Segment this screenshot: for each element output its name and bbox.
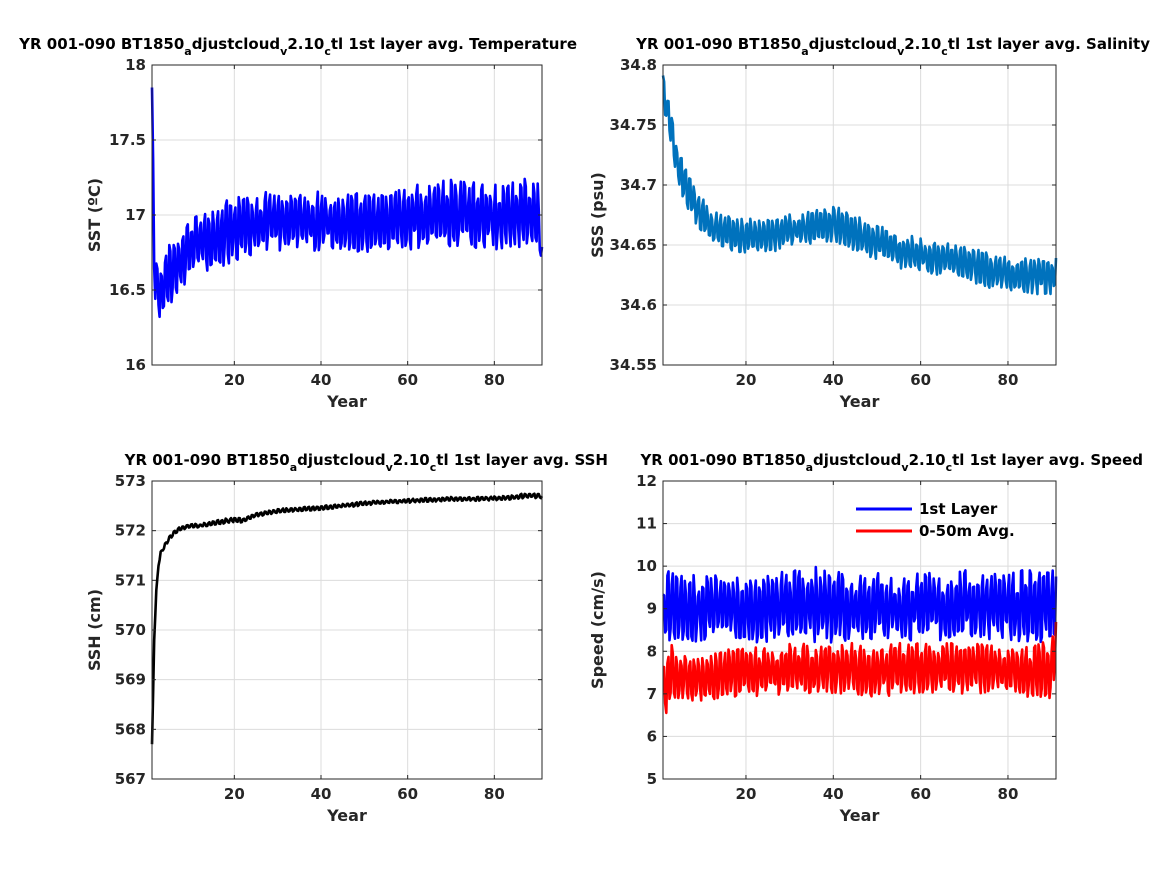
x-tick-label: 40 (311, 371, 332, 389)
y-tick-label: 17 (125, 206, 146, 224)
x-tick-label: 80 (484, 785, 505, 803)
y-tick-label: 570 (115, 621, 146, 639)
x-axis-label: Year (326, 806, 367, 825)
chart-title: YR 001-090 BT1850adjustcloudv2.10ctl 1st… (124, 451, 608, 474)
y-tick-label: 8 (647, 642, 657, 660)
x-tick-label: 20 (736, 785, 757, 803)
chart-speed: 20 40 60 80 5 6 7 8 9 10 11 12 Year Speed (cm/s) YR 00… (588, 451, 1143, 825)
x-tick-label: 80 (484, 371, 505, 389)
y-axis-label: Speed (cm/s) (588, 571, 607, 689)
y-tick-label: 17.5 (109, 131, 146, 149)
y-tick-label: 569 (115, 671, 146, 689)
y-tick-label: 34.55 (610, 356, 657, 374)
y-tick-label: 572 (115, 522, 146, 540)
y-tick-label: 571 (115, 571, 146, 589)
y-tick-label: 34.7 (620, 176, 657, 194)
y-tick-label: 10 (636, 557, 657, 575)
y-axis-label: SST (ºC) (85, 178, 104, 252)
y-tick-label: 34.75 (610, 116, 657, 134)
x-tick-label: 20 (736, 371, 757, 389)
y-tick-label: 573 (115, 472, 146, 490)
y-tick-label: 11 (636, 515, 657, 533)
y-tick-label: 6 (647, 727, 657, 745)
y-tick-label: 568 (115, 720, 146, 738)
x-tick-label: 60 (397, 371, 418, 389)
chart-title: YR 001-090 BT1850adjustcloudv2.10ctl 1st… (635, 35, 1150, 58)
x-tick-label: 20 (224, 785, 245, 803)
y-axis-label: SSH (cm) (85, 589, 104, 671)
y-tick-label: 567 (115, 770, 146, 788)
chart-title: YR 001-090 BT1850adjustcloudv2.10ctl 1st… (639, 451, 1143, 474)
series-line-1 (661, 75, 1058, 296)
series-line-1 (150, 87, 544, 319)
x-axis-label: Year (839, 806, 880, 825)
legend-label: 1st Layer (919, 500, 998, 518)
x-tick-label: 80 (998, 785, 1019, 803)
chart-title: YR 001-090 BT1850adjustcloudv2.10ctl 1st… (18, 35, 577, 58)
y-tick-label: 5 (647, 770, 657, 788)
y-tick-label: 18 (125, 56, 146, 74)
x-tick-label: 40 (311, 785, 332, 803)
legend: 1st Layer 0-50m Avg. (856, 500, 1015, 540)
y-tick-label: 9 (647, 600, 657, 618)
series-line-1 (150, 492, 544, 745)
y-tick-label: 34.6 (620, 296, 657, 314)
x-axis-label: Year (326, 392, 367, 411)
y-tick-label: 34.8 (620, 56, 657, 74)
legend-label: 0-50m Avg. (919, 522, 1015, 540)
y-tick-label: 7 (647, 685, 657, 703)
series-line-1 (662, 565, 1058, 644)
y-axis-label: SSS (psu) (588, 172, 607, 258)
series-line-2 (662, 621, 1058, 715)
y-tick-label: 34.65 (610, 236, 657, 254)
y-tick-label: 16.5 (109, 281, 146, 299)
x-tick-label: 60 (910, 371, 931, 389)
y-tick-label: 12 (636, 472, 657, 490)
axes-box (662, 480, 1057, 780)
x-tick-label: 40 (823, 371, 844, 389)
x-tick-label: 40 (823, 785, 844, 803)
axes-box (662, 64, 1057, 366)
x-axis-label: Year (839, 392, 880, 411)
x-tick-label: 60 (397, 785, 418, 803)
x-tick-label: 80 (998, 371, 1019, 389)
y-tick-label: 16 (125, 356, 146, 374)
chart-sss: 20 40 60 80 34.55 34.6 34.65 34.7 34.75 34.8 Year S… (588, 35, 1150, 411)
x-tick-label: 20 (224, 371, 245, 389)
x-tick-label: 60 (910, 785, 931, 803)
chart-ssh: 20 40 60 80 567 568 569 570 571 572 573 Year SSH (cm… (85, 451, 608, 825)
chart-sst: 20 40 60 80 16 16.5 17 17.5 18 Year SST (ºC) YR 001… (18, 35, 577, 411)
plot-area (663, 65, 1056, 365)
